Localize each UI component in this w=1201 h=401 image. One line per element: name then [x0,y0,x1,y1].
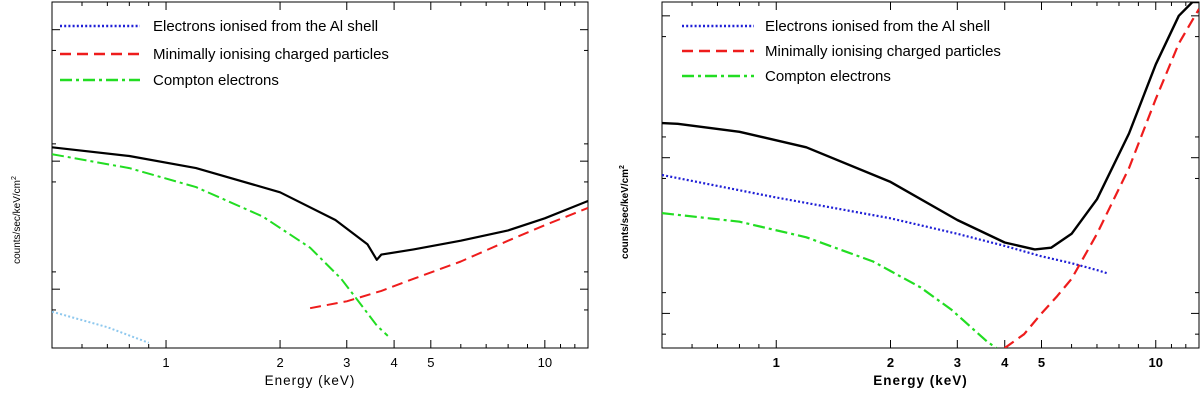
legend-label: Electrons ionised from the Al shell [153,18,378,35]
x-tick-label: 2 [887,355,894,370]
x-tick-label: 10 [538,355,552,370]
x-tick-label: 5 [1038,355,1045,370]
chart-panel-left: 1 2 3 4 5 10 Energy (keV) counts/sec/keV/cm2 Ele… [11,1,589,388]
legend-label: Compton electrons [153,72,279,89]
x-tick-label: 3 [343,355,350,370]
y-axis-title: counts/sec/keV/cm2 [619,165,631,259]
legend-label: Compton electrons [765,68,891,85]
x-tick-label: 1 [773,355,780,370]
legend-label: Electrons ionised from the Al shell [765,18,990,35]
plot-area [662,2,1199,348]
x-tick-label: 1 [162,355,169,370]
legend-label: Minimally ionising charged particles [765,43,1001,60]
y-axis-title: counts/sec/keV/cm2 [11,176,23,264]
series-line-total [52,146,588,261]
x-tick-label: 5 [427,355,434,370]
legend-label: Minimally ionising charged particles [153,46,389,63]
series-line-electrons-al-shell [662,173,1109,275]
x-tick-label: 4 [1001,355,1009,370]
chart-panel-right: 1 2 3 4 5 10 Energy (keV) counts/sec/keV/cm2 Ele… [619,1,1200,388]
series-line-compton [52,153,389,337]
series-line-electrons-al-shell [52,310,150,344]
plot-frame [51,1,589,349]
series-line-minimally-ionising [1004,8,1199,348]
x-axis-title: Energy (keV) [265,373,356,388]
x-tick-label: 2 [276,355,283,370]
x-tick-label: 4 [390,355,397,370]
series-line-total [662,2,1199,251]
series-line-minimally-ionising [309,206,588,310]
series-line-compton [662,212,997,348]
plot-area [52,146,588,344]
x-tick-label: 3 [954,355,961,370]
x-axis-title: Energy (keV) [873,373,968,388]
x-tick-label: 10 [1149,355,1163,370]
